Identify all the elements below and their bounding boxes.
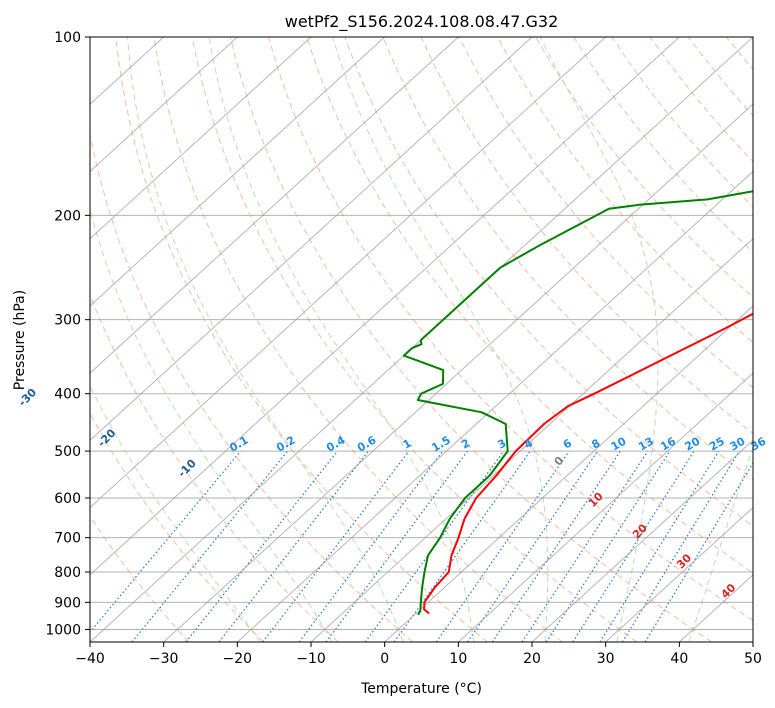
isotherm-line xyxy=(90,37,386,307)
mixing-ratio-line xyxy=(467,450,599,642)
moist-adiabat-label: 0 xyxy=(552,454,567,469)
isotherm-line xyxy=(90,37,312,240)
isotherm-line xyxy=(457,372,753,642)
isotherm-line xyxy=(90,37,680,576)
dry-adiabat xyxy=(573,37,753,253)
mixing-ratio-line xyxy=(435,450,570,642)
moist-adiabat xyxy=(127,37,404,642)
dry-adiabat xyxy=(90,412,264,642)
x-tick-label: 40 xyxy=(670,651,688,667)
isotherm-line xyxy=(752,641,753,642)
dry-adiabat xyxy=(115,37,488,642)
x-tick-label: 10 xyxy=(449,651,467,667)
y-tick-label: 500 xyxy=(54,444,81,460)
isotherm-line xyxy=(163,103,753,642)
dry-adiabat xyxy=(344,37,753,527)
axis-ticks: −40 −30 −20 −10 0 10 20 30 40 5010020030040050060… xyxy=(45,30,762,667)
plot-frame xyxy=(89,36,754,643)
x-tick-label: 0 xyxy=(380,651,389,667)
line-labels: -100-90-80-70-60-50-40-30-20-100.10.20.4… xyxy=(16,386,769,601)
moist-adiabat-label: 10 xyxy=(586,490,606,510)
dry-adiabat-label: -10 xyxy=(176,457,199,480)
dry-adiabat xyxy=(90,515,190,642)
isotherm-line xyxy=(90,37,459,374)
mixing-ratio-line xyxy=(298,450,444,642)
moist-adiabat xyxy=(332,37,549,642)
dry-adiabat-label: -20 xyxy=(95,426,118,449)
x-tick-label: 20 xyxy=(523,651,541,667)
moist-adiabat xyxy=(90,207,333,642)
y-axis-title: Pressure (hPa) xyxy=(12,290,28,390)
isotherm-line xyxy=(310,237,753,642)
x-tick-label: −20 xyxy=(223,651,253,667)
dry-adiabat xyxy=(420,37,753,435)
isotherm-line xyxy=(531,439,753,642)
dry-adiabat xyxy=(611,37,753,208)
mixing-ratio-line xyxy=(90,450,242,634)
moist-adiabat xyxy=(208,37,475,642)
x-tick-label: −10 xyxy=(296,651,326,667)
dry-adiabat xyxy=(153,37,563,642)
dry-adiabat xyxy=(382,37,753,481)
dry-adiabat xyxy=(765,37,775,642)
chart-title: wetPf2_S156.2024.108.08.47.G32 xyxy=(285,12,559,32)
mixing-ratio-line xyxy=(545,450,671,642)
x-axis-title: Temperature (°C) xyxy=(360,681,482,697)
isotherm-line xyxy=(90,37,607,509)
y-tick-label: 900 xyxy=(54,595,81,611)
dry-adiabat xyxy=(726,37,753,71)
background-lines xyxy=(90,37,775,642)
mixing-ratio-label: 2 xyxy=(459,437,472,452)
isotherm-line xyxy=(605,506,753,642)
isotherm-line xyxy=(90,37,238,173)
mixing-ratio-line xyxy=(572,450,695,642)
mixing-ratio-line xyxy=(185,450,339,642)
dry-adiabat xyxy=(306,37,753,574)
x-tick-label: −40 xyxy=(75,651,105,667)
mixing-ratio-label: 8 xyxy=(589,437,602,452)
dry-adiabat xyxy=(535,37,753,298)
y-tick-label: 200 xyxy=(54,208,81,224)
dewpoint-profile xyxy=(402,190,753,616)
data-series xyxy=(402,190,753,616)
isotherm-line xyxy=(236,170,753,642)
moist-adiabat-label: 20 xyxy=(630,521,650,541)
y-tick-label: 800 xyxy=(54,565,81,581)
moist-adiabat xyxy=(762,37,775,642)
y-tick-label: 100 xyxy=(54,30,81,46)
dry-adiabat xyxy=(90,131,414,642)
mixing-ratio-line xyxy=(491,450,621,642)
mixing-ratio-line xyxy=(599,450,720,642)
mixing-ratio-line xyxy=(644,461,753,642)
dry-adiabat xyxy=(229,37,712,642)
mixing-ratio-line xyxy=(262,450,410,642)
dry-adiabat xyxy=(496,37,753,344)
y-tick-label: 700 xyxy=(54,531,81,547)
mixing-ratio-line xyxy=(393,450,531,642)
dry-adiabat xyxy=(649,37,753,163)
x-tick-label: 50 xyxy=(744,651,762,667)
mixing-ratio-label: 1 xyxy=(401,437,414,452)
isotherm-line xyxy=(90,37,533,442)
mixing-ratio-line xyxy=(131,450,289,642)
y-tick-label: 300 xyxy=(54,313,81,329)
temperature-profile xyxy=(423,312,753,615)
y-tick-label: 400 xyxy=(54,387,81,403)
moist-adiabat-label: 40 xyxy=(718,581,738,601)
y-tick-label: 1000 xyxy=(45,622,81,638)
isotherm-line xyxy=(384,305,753,642)
x-tick-label: −30 xyxy=(149,651,179,667)
mixing-ratio-line xyxy=(621,450,740,642)
dry-adiabat xyxy=(191,37,638,642)
dry-adiabat xyxy=(268,37,753,622)
moist-adiabat xyxy=(90,384,261,642)
y-tick-label: 600 xyxy=(54,491,81,507)
mixing-ratio-label: 6 xyxy=(561,436,574,451)
mixing-ratio-line xyxy=(218,450,369,642)
x-tick-label: 30 xyxy=(597,651,615,667)
moist-adiabat xyxy=(688,445,753,642)
